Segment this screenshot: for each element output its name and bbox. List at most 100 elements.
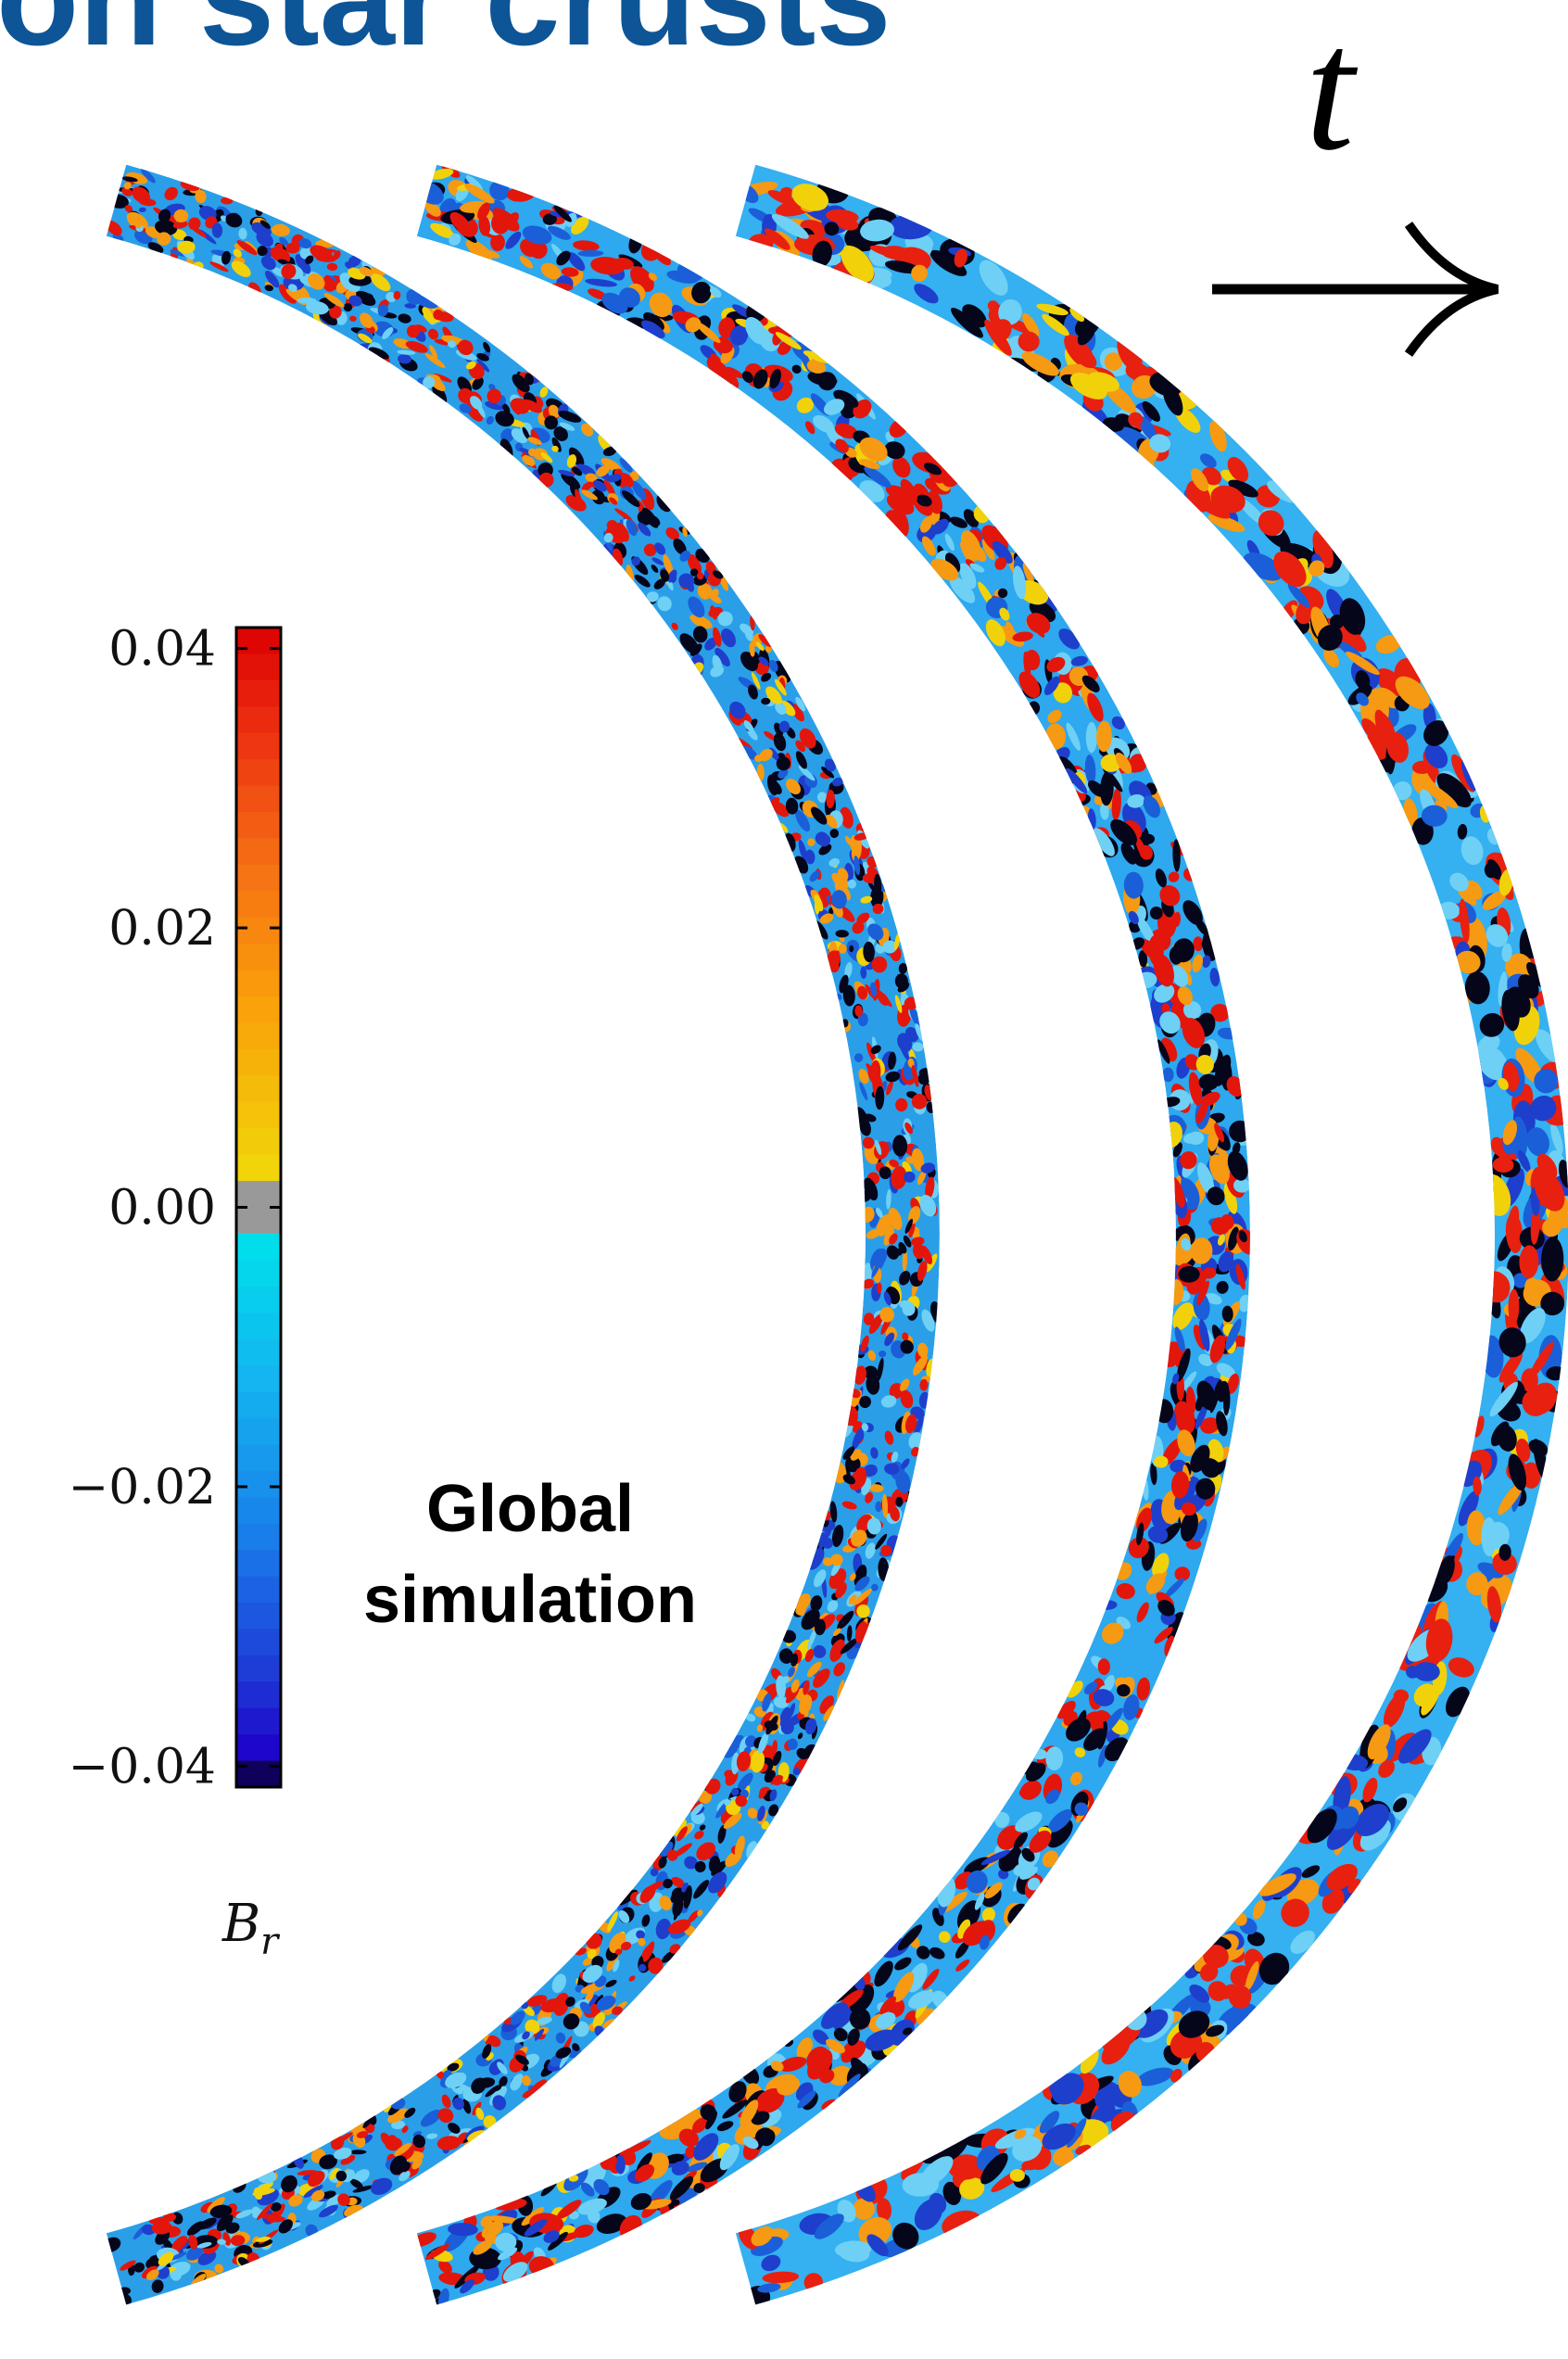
field-blob [751,672,761,690]
field-blob [891,1451,899,1463]
field-blob [942,2181,962,2205]
field-blob [853,2198,875,2220]
field-blob [522,454,536,466]
field-blob [1180,1151,1197,1170]
field-blob [839,974,849,994]
field-blob [1258,1873,1296,1896]
field-blob [1180,1371,1197,1392]
field-blob [689,568,699,577]
field-blob [1221,1305,1233,1323]
field-blob [824,222,840,236]
field-blob [598,434,611,451]
field-blob [863,941,875,963]
field-blob [854,1053,864,1062]
field-blob [278,2219,293,2234]
field-blob [1067,1680,1083,1698]
field-blob [1042,1850,1059,1868]
colorbar-step [236,812,281,840]
field-blob [464,184,495,204]
field-blob [770,2061,784,2072]
field-blob [653,578,665,590]
field-blob [1301,1865,1321,1878]
field-blob [826,790,835,808]
field-blob [768,1804,779,1817]
field-blob [957,1919,971,1939]
field-blob [170,249,187,257]
field-blob [1383,1693,1406,1728]
field-blob [761,697,771,705]
field-blob [349,315,357,322]
field-blob [909,1007,922,1028]
field-blob [185,2245,205,2261]
field-blob [765,228,790,250]
field-blob [642,2199,672,2210]
field-blob [761,2254,781,2272]
field-blob [155,220,178,235]
field-blob [682,526,688,538]
field-blob [580,2182,595,2197]
field-blob [761,1820,770,1830]
field-blob [1172,839,1181,872]
field-blob [1473,1476,1482,1496]
field-blob [412,2134,426,2149]
field-blob [981,539,995,561]
field-blob [842,984,855,1007]
field-blob [704,637,717,651]
field-blob [120,2260,136,2271]
field-blob [765,1715,778,1735]
field-blob [151,2279,164,2293]
field-blob [1009,2168,1025,2182]
field-blob [1127,793,1145,808]
colorbar-tick-label: −0.04 [69,1739,216,1795]
field-blob [329,305,342,319]
field-blob [524,2219,548,2237]
field-blob [1148,935,1164,967]
field-blob [844,1455,861,1473]
field-blob [883,1291,891,1306]
field-blob [829,1501,838,1523]
field-blob [1196,1280,1209,1306]
field-blob [387,2108,409,2124]
colorbar-step [236,706,281,734]
field-blob [575,488,583,510]
field-blob [819,2069,835,2084]
field-blob [1081,675,1100,692]
field-blob [133,219,143,229]
field-blob [620,1941,632,1951]
field-blob [1045,1746,1064,1771]
field-blob [577,2198,607,2215]
field-blob [168,2213,176,2222]
field-blob [1486,1586,1502,1623]
field-blob [424,353,446,368]
field-blob [526,1995,548,2007]
field-blob [847,879,856,889]
field-blob [448,2223,478,2237]
field-blob [582,1964,603,1984]
field-blob [835,930,849,938]
field-blob [860,895,873,904]
field-blob [858,1069,869,1084]
field-blob [835,1582,847,1599]
field-blob [764,730,777,741]
colorbar-step [236,1734,281,1762]
field-blob [774,660,791,683]
field-blob [258,2182,273,2192]
field-blob [778,768,789,779]
field-blob [414,296,438,309]
field-blob [694,1860,706,1873]
field-blob [679,550,690,562]
field-blob [1173,1401,1195,1435]
field-blob [860,219,894,242]
field-blob [919,1378,929,1391]
field-blob [854,1365,866,1385]
field-blob [1023,651,1031,680]
field-blob [853,1588,872,1605]
field-blob [394,2142,411,2157]
field-blob [631,480,647,501]
field-blob [1100,771,1114,806]
field-blob [1147,1526,1169,1543]
field-blob [1123,1694,1140,1720]
field-blob [441,2094,451,2109]
field-blob [818,843,832,856]
field-blob [708,1871,727,1894]
